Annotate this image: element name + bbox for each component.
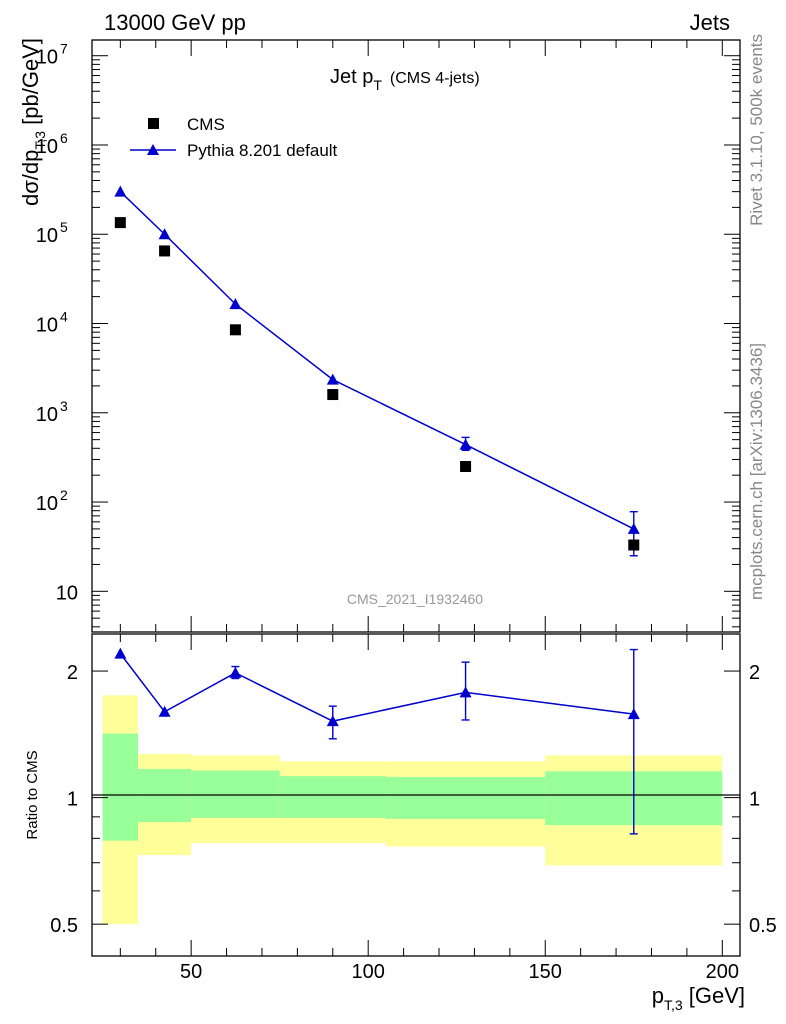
ratio-mc-line <box>119 653 634 722</box>
rivet-info-label: Rivet 3.1.10, 500k events <box>747 34 766 226</box>
ratio-y-tick-label-left: 2 <box>67 662 78 684</box>
ratio-y-tick-label-right: 0.5 <box>749 915 777 937</box>
main-mc-point <box>114 185 127 197</box>
ratio-mc-point <box>326 715 339 727</box>
main-y-tick-label: 10 <box>36 493 58 515</box>
legend: CMS Pythia 8.201 default <box>130 115 338 160</box>
x-tick-label: 50 <box>180 961 202 983</box>
main-y-tick-label: 10 <box>36 47 58 69</box>
main-mc-point <box>326 373 339 385</box>
main-y-tick-exponent: 6 <box>60 130 68 146</box>
x-tick-label: 100 <box>352 961 385 983</box>
main-y-tick-exponent: 3 <box>60 398 68 414</box>
main-title-sub: T <box>373 77 382 93</box>
ratio-band-inner <box>279 776 386 818</box>
ratio-mc-point <box>627 708 640 720</box>
main-cms-point <box>460 461 472 473</box>
main-y-tick-label: 10 <box>36 136 58 158</box>
main-cms-point <box>114 217 126 229</box>
ratio-y-tick-label-left: 1 <box>67 789 78 811</box>
main-ylabel-sub: T,3 <box>32 131 48 150</box>
main-y-tick-label: 10 <box>56 582 78 604</box>
x-tick-label: 150 <box>529 961 562 983</box>
xlabel-pre: p <box>652 983 664 1008</box>
main-cms-point <box>229 324 241 336</box>
main-cms-point <box>159 245 171 257</box>
header-left-label: 13000 GeV pp <box>104 10 246 35</box>
main-y-tick-label: 10 <box>36 225 58 247</box>
main-ylabel-post: [pb/GeV] <box>18 38 43 131</box>
legend-cms-label: CMS <box>187 115 225 134</box>
main-y-tick-exponent: 5 <box>60 219 68 235</box>
xlabel-post: [GeV] <box>683 983 745 1008</box>
x-tick-label: 200 <box>706 961 739 983</box>
ratio-mc-point <box>459 686 472 698</box>
main-y-tick-exponent: 4 <box>60 309 68 325</box>
ratio-band-inner <box>191 770 280 818</box>
main-y-axis-label: dσ/dpT,3 [pb/GeV] <box>18 38 48 206</box>
ratio-y-tick-label-left: 0.5 <box>50 915 78 937</box>
main-y-tick-label: 10 <box>36 404 58 426</box>
mcplots-info-label: mcplots.cern.ch [arXiv:1306.3436] <box>747 343 766 600</box>
header-right-label: Jets <box>690 10 730 35</box>
main-cms-point <box>327 389 339 401</box>
ratio-y-tick-label-right: 2 <box>749 662 760 684</box>
main-mc-line <box>119 191 635 530</box>
main-mc-point <box>627 522 640 534</box>
main-title: Jet pT (CMS 4-jets) <box>330 66 480 93</box>
main-title-text: Jet p <box>330 66 373 88</box>
ratio-mc-point <box>229 666 242 678</box>
main-mc-point <box>459 438 472 450</box>
ratio-y-axis-label: Ratio to CMS <box>24 750 41 839</box>
analysis-watermark: CMS_2021_I1932460 <box>347 591 483 607</box>
legend-mc-label: Pythia 8.201 default <box>187 141 338 160</box>
xlabel-sub: T,3 <box>664 997 683 1013</box>
ratio-frame <box>91 633 741 957</box>
main-title-suffix: (CMS 4-jets) <box>390 70 480 87</box>
ratio-y-tick-label-right: 1 <box>749 789 760 811</box>
main-cms-point <box>628 539 640 551</box>
main-y-tick-exponent: 7 <box>60 41 68 57</box>
main-mc-point <box>229 298 242 310</box>
x-axis-label: pT,3 [GeV] <box>652 983 745 1013</box>
legend-cms-marker <box>148 118 159 129</box>
main-y-tick-label: 10 <box>36 315 58 337</box>
ratio-mc-point <box>158 705 171 717</box>
main-y-tick-exponent: 2 <box>60 487 68 503</box>
main-ylabel-pre: dσ/dp <box>18 150 43 206</box>
ratio-mc-point <box>114 647 127 659</box>
main-frame <box>91 39 741 633</box>
ratio-panel: 0.5 0.5 1 1 2 2 50 100 150 200 Ratio to CMS pT,3 … <box>24 633 777 1013</box>
ratio-band-inner <box>385 776 546 819</box>
legend-mc-marker <box>147 144 159 155</box>
ratio-band-inner <box>102 733 139 841</box>
main-mc-point <box>158 228 171 240</box>
